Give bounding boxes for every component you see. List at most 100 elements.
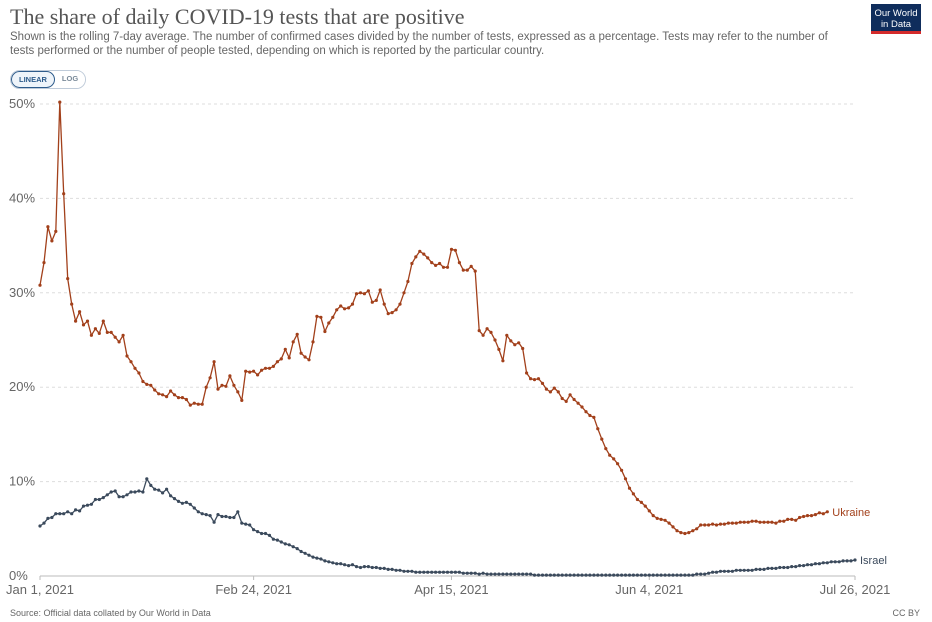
data-point-ukraine <box>802 514 806 519</box>
data-point-ukraine <box>631 492 636 496</box>
data-point-israel <box>438 570 442 574</box>
data-point-israel <box>283 542 287 546</box>
data-point-ukraine <box>477 329 481 333</box>
data-point-israel <box>655 573 659 577</box>
data-point-israel <box>580 573 584 577</box>
data-point-ukraine <box>307 358 311 362</box>
data-point-ukraine <box>62 192 66 196</box>
data-point-ukraine <box>343 307 347 311</box>
data-point-ukraine <box>473 269 477 273</box>
data-point-ukraine <box>216 387 220 391</box>
data-point-ukraine <box>267 366 272 370</box>
data-point-ukraine <box>232 383 236 387</box>
data-point-israel <box>244 522 248 526</box>
data-point-ukraine <box>410 261 414 266</box>
data-point-israel <box>331 561 335 565</box>
data-point-ukraine <box>453 248 457 252</box>
data-point-israel <box>695 572 699 576</box>
log-scale-button[interactable]: LOG <box>54 71 86 88</box>
data-point-israel <box>370 565 374 570</box>
data-point-israel <box>129 490 133 494</box>
y-tick-label: 50% <box>9 96 35 111</box>
data-point-israel <box>38 524 42 528</box>
data-point-ukraine <box>161 393 165 397</box>
data-point-israel <box>802 564 806 568</box>
data-point-ukraine <box>596 427 600 431</box>
data-point-israel <box>252 528 256 532</box>
data-point-ukraine <box>426 256 430 260</box>
license-link[interactable]: CC BY <box>892 608 920 618</box>
data-point-israel <box>493 572 497 576</box>
data-point-israel <box>180 501 184 505</box>
data-point-ukraine <box>782 519 786 523</box>
data-point-ukraine <box>287 356 291 360</box>
data-point-israel <box>758 567 762 572</box>
data-point-ukraine <box>382 302 386 306</box>
data-point-israel <box>347 564 351 568</box>
data-point-israel <box>548 573 553 577</box>
data-point-ukraine <box>548 390 553 394</box>
data-point-ukraine <box>671 525 675 529</box>
data-point-israel <box>323 559 327 563</box>
data-point-ukraine <box>89 333 93 337</box>
data-point-israel <box>596 573 600 577</box>
owid-logo[interactable]: Our World in Data <box>871 4 921 34</box>
data-point-israel <box>556 573 560 577</box>
data-point-ukraine <box>525 371 529 375</box>
data-point-ukraine <box>604 447 608 451</box>
y-tick-label: 0% <box>9 568 28 583</box>
scale-toggle: LINEAR LOG <box>10 70 87 89</box>
data-point-israel <box>236 510 240 514</box>
data-point-ukraine <box>821 512 825 516</box>
data-point-ukraine <box>738 520 742 524</box>
data-point-ukraine <box>667 521 671 525</box>
data-point-ukraine <box>58 100 62 104</box>
data-point-ukraine <box>774 521 778 525</box>
data-point-israel <box>212 520 216 524</box>
data-point-israel <box>382 566 386 571</box>
data-point-israel <box>509 572 513 576</box>
data-point-israel <box>343 563 347 567</box>
data-point-ukraine <box>556 390 560 394</box>
data-point-ukraine <box>299 351 303 355</box>
data-point-ukraine <box>714 523 719 527</box>
data-point-israel <box>635 573 640 577</box>
data-point-ukraine <box>406 279 410 284</box>
data-point-ukraine <box>461 268 465 272</box>
data-point-ukraine <box>489 330 493 334</box>
data-point-israel <box>612 573 616 577</box>
x-tick-label: Jul 26, 2021 <box>820 582 891 597</box>
data-point-israel <box>311 555 315 559</box>
data-point-ukraine <box>457 261 461 265</box>
linear-scale-button[interactable]: LINEAR <box>11 71 55 88</box>
data-point-ukraine <box>564 399 568 403</box>
data-point-israel <box>378 566 382 571</box>
data-point-ukraine <box>323 329 327 334</box>
data-point-israel <box>817 562 822 566</box>
data-point-ukraine <box>414 255 418 259</box>
data-point-israel <box>303 551 307 555</box>
data-point-israel <box>279 540 283 544</box>
data-point-ukraine <box>817 511 822 515</box>
data-point-ukraine <box>766 520 770 524</box>
data-point-israel <box>714 570 719 574</box>
data-point-israel <box>766 566 770 571</box>
data-point-ukraine <box>133 366 137 370</box>
data-point-ukraine <box>703 523 707 527</box>
data-point-ukraine <box>655 516 659 521</box>
data-point-israel <box>295 547 299 551</box>
data-point-ukraine <box>291 340 295 344</box>
data-point-israel <box>426 570 430 574</box>
data-point-israel <box>485 572 489 576</box>
data-point-israel <box>97 497 101 502</box>
data-point-israel <box>576 573 580 577</box>
data-point-ukraine <box>505 333 509 337</box>
data-point-ukraine <box>707 523 711 527</box>
data-point-ukraine <box>236 390 240 394</box>
data-point-israel <box>620 573 624 577</box>
data-point-israel <box>588 573 592 577</box>
data-point-ukraine <box>275 360 279 364</box>
data-point-ukraine <box>256 373 260 377</box>
data-point-israel <box>813 562 818 566</box>
data-point-israel <box>469 571 473 575</box>
